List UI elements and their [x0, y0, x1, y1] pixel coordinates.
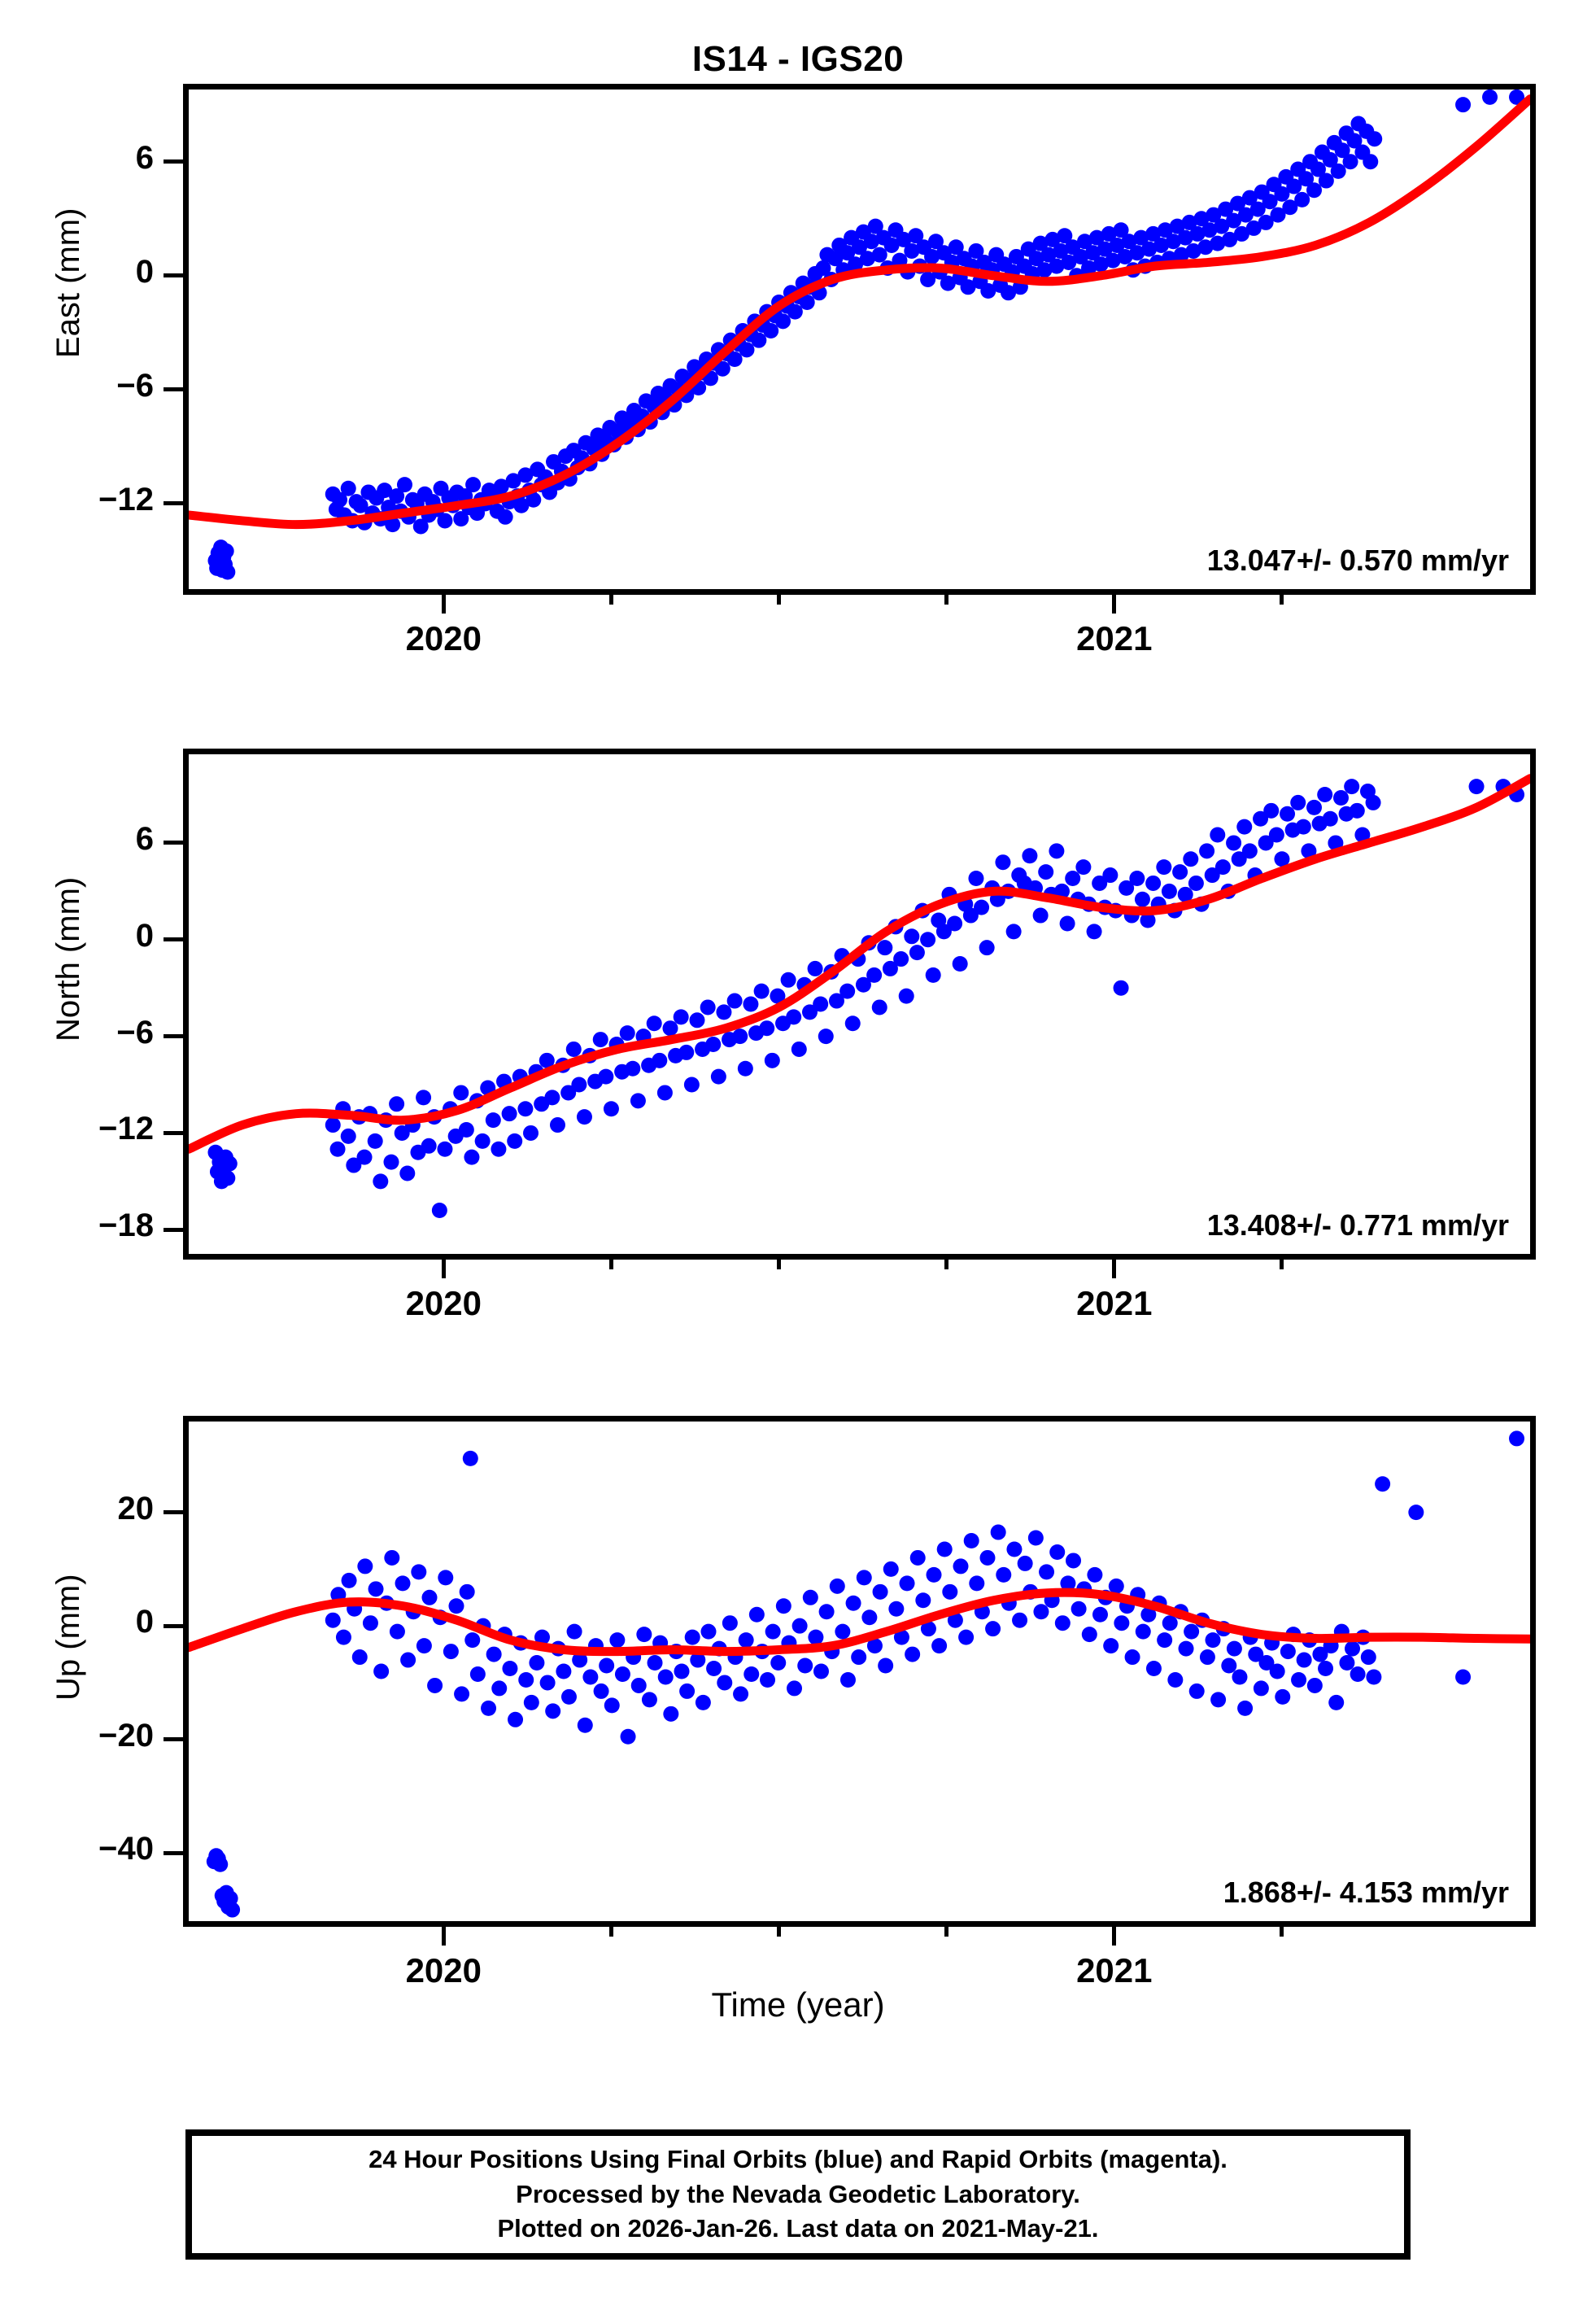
panel-north-ytick-label-2: −6	[116, 1014, 154, 1050]
panel-up-rate-annotation: 1.868+/- 4.153 mm/yr	[1223, 1876, 1509, 1909]
panel-up-ytick-mark-2	[164, 1737, 183, 1742]
panel-north-xtick-minor-0	[608, 1259, 613, 1269]
panel-up-plot	[189, 1422, 1530, 1921]
panel-up-ytick-mark-3	[164, 1850, 183, 1855]
panel-east-ytick-label-3: −12	[98, 481, 154, 518]
panel-up-xtick-minor-2	[944, 1926, 949, 1937]
panel-north-xtick-minor-1	[777, 1259, 782, 1269]
x-axis-title: Time (year)	[711, 1985, 885, 2024]
panel-north-ytick-mark-2	[164, 1034, 183, 1039]
panel-east-ytick-label-1: 0	[135, 253, 154, 290]
panel-east-ytick-mark-3	[164, 501, 183, 506]
panel-north-ytick-mark-3	[164, 1130, 183, 1135]
panel-up-frame: 1.868+/- 4.153 mm/yr	[183, 1416, 1536, 1927]
figure-caption-box: 24 Hour Positions Using Final Orbits (bl…	[185, 2129, 1411, 2260]
page-title: IS14 - IGS20	[691, 39, 905, 79]
panel-north-xtick-minor-2	[944, 1259, 949, 1269]
panel-up-ytick-mark-0	[164, 1510, 183, 1515]
panel-north-rate-annotation: 13.408+/- 0.771 mm/yr	[1206, 1208, 1509, 1242]
panel-north-ytick-label-1: 0	[135, 917, 154, 954]
panel-east-xtick-label-1: 2021	[1076, 619, 1153, 657]
panel-east-xtick-minor-1	[777, 594, 782, 605]
panel-east-xtick-mark-0	[441, 594, 446, 614]
panel-east-xtick-minor-3	[1280, 594, 1284, 605]
panel-east-ytick-mark-0	[164, 159, 183, 164]
panel-east-xtick-minor-2	[944, 594, 949, 605]
panel-up-ytick-label-2: −20	[98, 1717, 154, 1754]
panel-up-xtick-label-1: 2021	[1076, 1951, 1153, 1989]
caption-line-3: Plotted on 2026-Jan-26. Last data on 202…	[497, 2214, 1099, 2243]
panel-east-frame: 13.047+/- 0.570 mm/yr	[183, 84, 1536, 595]
caption-line-2: Processed by the Nevada Geodetic Laborat…	[516, 2179, 1080, 2208]
panel-east-xtick-label-0: 2020	[405, 619, 482, 657]
panel-north-series	[189, 774, 1530, 1219]
panel-north-xtick-minor-3	[1280, 1259, 1284, 1269]
panel-east-ytick-mark-2	[164, 387, 183, 392]
panel-north-ytick-label-0: 6	[135, 820, 154, 857]
panel-north-ytick-mark-4	[164, 1227, 183, 1232]
panel-north-ytick-mark-1	[164, 937, 183, 942]
panel-east-ytick-mark-1	[164, 273, 183, 278]
panel-north-frame: 13.408+/- 0.771 mm/yr	[183, 749, 1536, 1260]
panel-up-ytick-label-3: −40	[98, 1831, 154, 1867]
panel-north-xtick-mark-0	[441, 1259, 446, 1278]
panel-north-ytick-label-4: −18	[98, 1208, 154, 1244]
panel-east-xtick-minor-0	[608, 594, 613, 605]
panel-up-xtick-minor-3	[1280, 1926, 1284, 1937]
panel-north-ytick-label-3: −12	[98, 1111, 154, 1147]
panel-up-xtick-mark-1	[1112, 1926, 1117, 1946]
panel-east-plot	[189, 90, 1530, 589]
panel-east-xtick-mark-1	[1112, 594, 1117, 614]
panel-east-rate-annotation: 13.047+/- 0.570 mm/yr	[1206, 544, 1509, 577]
panel-north-xtick-label-0: 2020	[405, 1284, 482, 1322]
panel-east-ytick-label-2: −6	[116, 367, 154, 404]
panel-up-xtick-minor-0	[608, 1926, 613, 1937]
panel-up-xtick-label-0: 2020	[405, 1951, 482, 1989]
panel-up-series	[189, 1430, 1530, 1918]
panel-north-plot	[189, 754, 1530, 1254]
caption-line-1: 24 Hour Positions Using Final Orbits (bl…	[368, 2144, 1228, 2173]
panel-up-xtick-minor-1	[777, 1926, 782, 1937]
panel-up-ytick-label-1: 0	[135, 1604, 154, 1640]
panel-north-xtick-mark-1	[1112, 1259, 1117, 1278]
panel-east-ytick-label-0: 6	[135, 139, 154, 176]
panel-north-xtick-label-1: 2021	[1076, 1284, 1153, 1322]
panel-up-ytick-label-0: 20	[117, 1490, 155, 1526]
panel-north-ytick-mark-0	[164, 841, 183, 845]
panel-up-xtick-mark-0	[441, 1926, 446, 1946]
panel-east-series	[189, 90, 1530, 580]
panel-up-ytick-mark-1	[164, 1623, 183, 1628]
